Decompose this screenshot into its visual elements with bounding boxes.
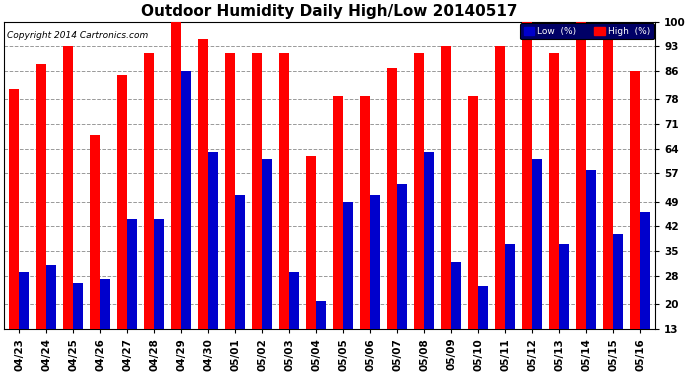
Bar bbox=[505, 244, 515, 375]
Bar bbox=[181, 71, 191, 375]
Bar bbox=[289, 272, 299, 375]
Bar bbox=[576, 22, 586, 375]
Bar bbox=[36, 64, 46, 375]
Bar bbox=[640, 212, 651, 375]
Bar bbox=[262, 159, 273, 375]
Bar bbox=[198, 39, 208, 375]
Text: Copyright 2014 Cartronics.com: Copyright 2014 Cartronics.com bbox=[8, 31, 148, 40]
Bar bbox=[252, 54, 262, 375]
Bar bbox=[532, 159, 542, 375]
Bar bbox=[117, 75, 127, 375]
Bar bbox=[208, 152, 218, 375]
Bar bbox=[316, 301, 326, 375]
Bar bbox=[306, 156, 316, 375]
Bar bbox=[424, 152, 435, 375]
Bar bbox=[9, 89, 19, 375]
Bar bbox=[73, 283, 83, 375]
Bar bbox=[63, 46, 73, 375]
Legend: Low  (%), High  (%): Low (%), High (%) bbox=[520, 23, 653, 39]
Bar bbox=[522, 22, 532, 375]
Bar bbox=[370, 195, 380, 375]
Bar bbox=[414, 54, 424, 375]
Bar bbox=[397, 184, 407, 375]
Bar bbox=[387, 68, 397, 375]
Bar bbox=[235, 195, 246, 375]
Bar bbox=[19, 272, 29, 375]
Bar bbox=[225, 54, 235, 375]
Bar bbox=[559, 244, 569, 375]
Bar bbox=[613, 234, 624, 375]
Bar bbox=[127, 219, 137, 375]
Bar bbox=[171, 22, 181, 375]
Bar bbox=[343, 202, 353, 375]
Bar bbox=[586, 170, 596, 375]
Bar bbox=[495, 46, 505, 375]
Bar bbox=[630, 71, 640, 375]
Bar bbox=[154, 219, 164, 375]
Bar bbox=[360, 96, 370, 375]
Bar bbox=[549, 54, 559, 375]
Bar bbox=[46, 265, 57, 375]
Bar bbox=[90, 135, 100, 375]
Title: Outdoor Humidity Daily High/Low 20140517: Outdoor Humidity Daily High/Low 20140517 bbox=[141, 4, 518, 19]
Bar bbox=[478, 286, 489, 375]
Bar bbox=[468, 96, 478, 375]
Bar bbox=[100, 279, 110, 375]
Bar bbox=[333, 96, 343, 375]
Bar bbox=[603, 25, 613, 375]
Bar bbox=[451, 262, 462, 375]
Bar bbox=[279, 54, 289, 375]
Bar bbox=[144, 54, 154, 375]
Bar bbox=[441, 46, 451, 375]
